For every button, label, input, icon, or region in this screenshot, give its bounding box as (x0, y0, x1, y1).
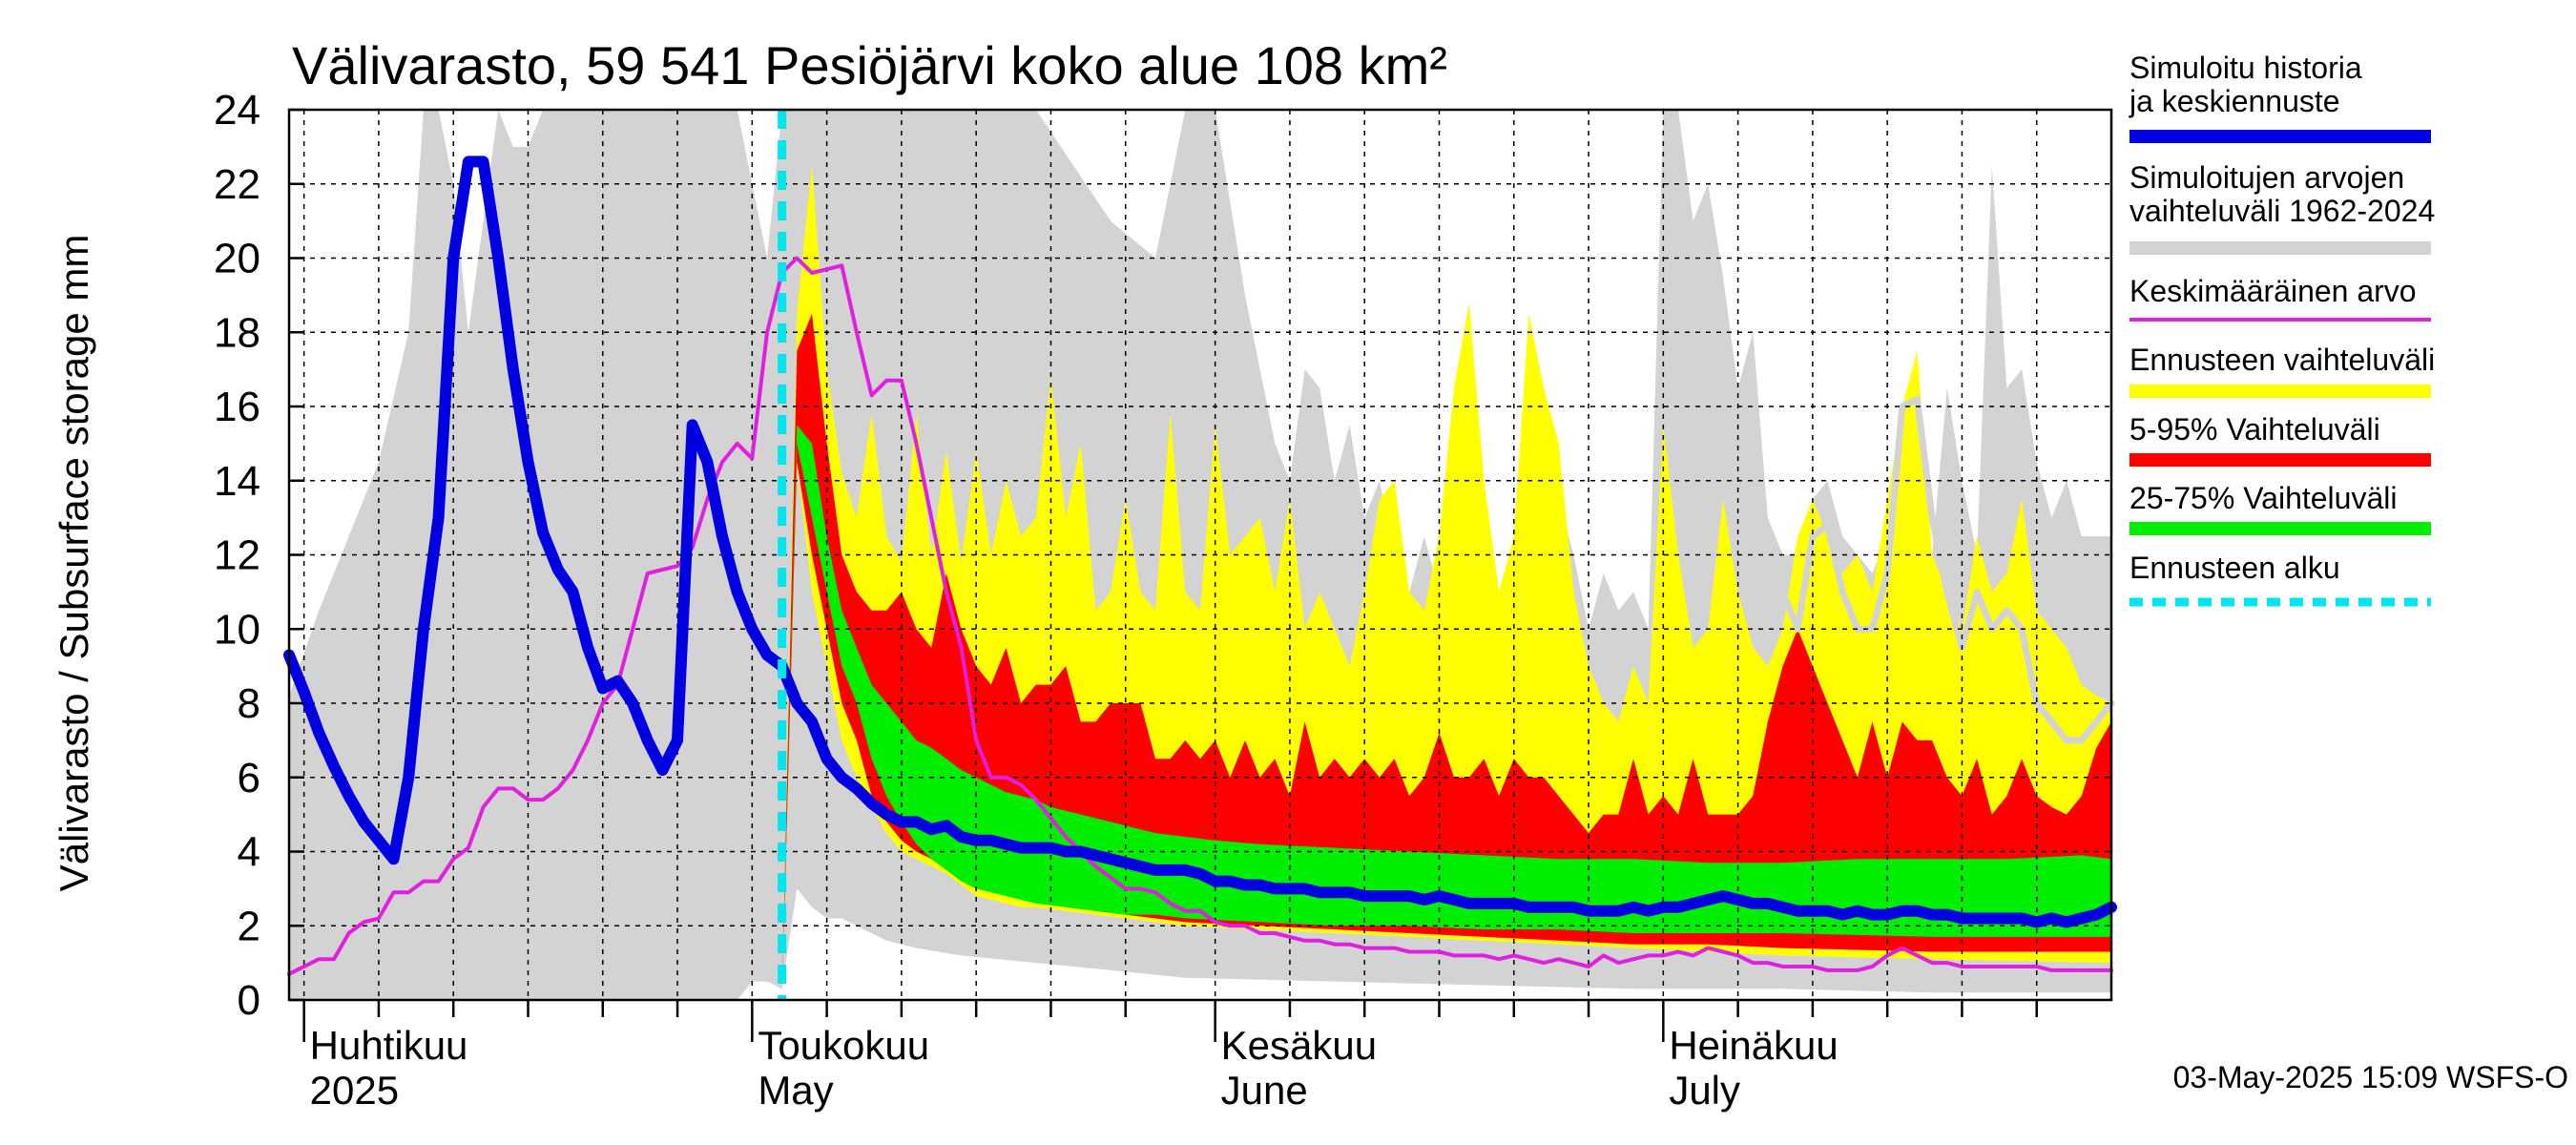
mean-line (287, 256, 2113, 976)
month-label-en: 2025 (310, 1068, 399, 1113)
y-tick-label: 12 (214, 532, 260, 579)
legend-label: Simuloitujen arvojen (2129, 160, 2404, 195)
legend-label: Ennusteen alku (2129, 551, 2340, 585)
y-tick-label: 14 (214, 458, 260, 505)
y-tick-label: 10 (214, 606, 260, 653)
y-tick-label: 0 (238, 977, 260, 1024)
footer-timestamp: 03-May-2025 15:09 WSFS-O (2173, 1060, 2568, 1094)
legend-label: 5-95% Vaihteluväli (2129, 412, 2380, 447)
y-tick-label: 6 (238, 755, 260, 802)
y-tick-label: 16 (214, 384, 260, 430)
month-label-en: July (1669, 1068, 1740, 1113)
month-label-en: May (758, 1068, 833, 1113)
y-tick-label: 20 (214, 236, 260, 282)
month-label-fi: Toukokuu (758, 1023, 929, 1068)
median-line (283, 156, 2117, 928)
legend-label: Ennusteen vaihteluväli (2129, 343, 2435, 377)
y-tick-label: 4 (238, 829, 260, 876)
grid (289, 110, 2111, 1000)
y-tick-label: 22 (214, 161, 260, 208)
month-label-en: June (1221, 1068, 1308, 1113)
plot-area (283, 108, 2117, 1042)
y-tick-label: 24 (214, 87, 260, 134)
legend-label: Keskimääräinen arvo (2129, 274, 2417, 308)
month-label-fi: Heinäkuu (1669, 1023, 1838, 1068)
y-axis-label: Välivarasto / Subsurface storage mm (52, 235, 96, 892)
legend-label: 25-75% Vaihteluväli (2129, 481, 2397, 515)
month-label-fi: Huhtikuu (310, 1023, 468, 1068)
month-label-fi: Kesäkuu (1221, 1023, 1377, 1068)
legend-label: Simuloitu historia (2129, 51, 2362, 85)
history-max-line (1719, 395, 2115, 744)
y-tick-label: 8 (238, 680, 260, 727)
chart-title: Välivarasto, 59 541 Pesiöjärvi koko alue… (292, 35, 1447, 95)
legend-label: vaihteluväli 1962-2024 (2129, 194, 2435, 228)
legend-label: ja keskiennuste (2129, 84, 2340, 118)
y-tick-label: 2 (238, 903, 260, 949)
y-tick-label: 18 (214, 309, 260, 356)
